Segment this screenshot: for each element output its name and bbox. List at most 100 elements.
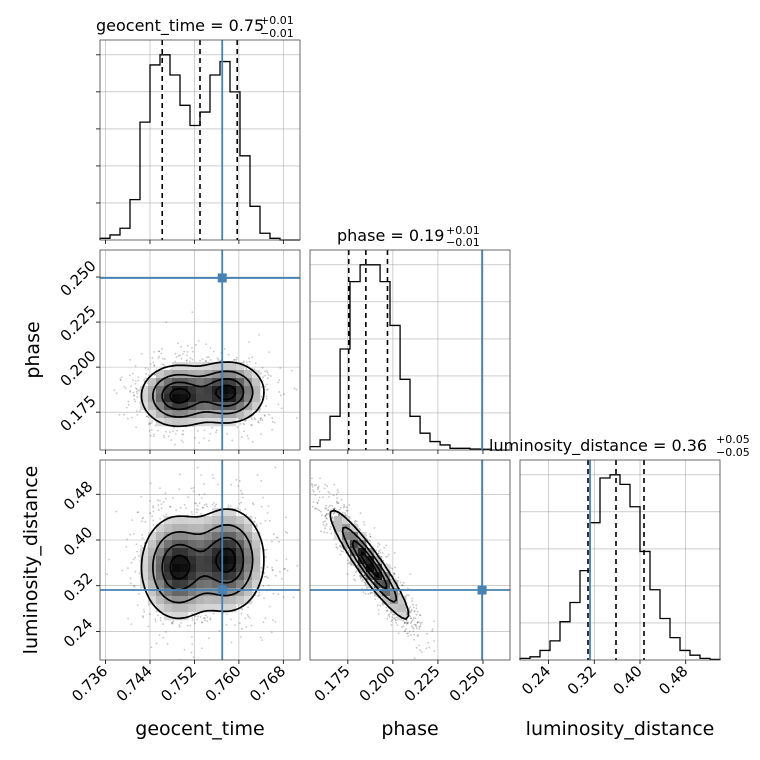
hist-bin-phase-13 xyxy=(440,445,450,450)
xlabel-geocent-time: geocent_time xyxy=(135,718,264,740)
title-phase: phase = 0.19 xyxy=(337,226,444,245)
x-tick-label-geocent_time-4: 0.768 xyxy=(246,662,289,705)
y-tick-label-phase-0: 0.175 xyxy=(57,392,100,435)
joint-frame-1 xyxy=(99,459,301,661)
x-tick-label-phase-0: 0.175 xyxy=(311,662,354,705)
contour-2-1 xyxy=(341,526,398,603)
hist-bin-geocent_time-9 xyxy=(190,126,200,240)
joint-frame-2 xyxy=(309,459,511,661)
contour-0-0 xyxy=(140,361,265,428)
hist-bin-luminosity_distance-12 xyxy=(640,551,650,660)
x-tick-label-luminosity_distance-1: 0.32 xyxy=(564,662,600,698)
contour-2-2 xyxy=(351,539,388,590)
hist-bin-phase-10 xyxy=(410,416,420,450)
hist-bin-luminosity_distance-16 xyxy=(680,650,690,660)
panel-hist-luminosity-distance: 0.24 0.32 0.40 0.48 xyxy=(518,459,721,698)
panel-joint-geocent-time-luminosity-distance: 0.736 0.744 0.752 0.760 0.768 0.24 0.32 0.40 0.4… xyxy=(60,459,301,705)
hist-geocent_time xyxy=(99,54,300,241)
y-tick-label-phase-1: 0.200 xyxy=(57,347,100,390)
panel-joint-phase-luminosity-distance: 0.175 0.200 0.225 0.250 xyxy=(309,459,511,705)
hist-frame-geocent_time xyxy=(99,39,301,241)
hist-bin-geocent_time-11 xyxy=(210,75,220,240)
xlabel-phase: phase xyxy=(381,718,438,740)
x-tick-label-phase-2: 0.225 xyxy=(401,662,444,705)
hist-bin-geocent_time-10 xyxy=(200,112,210,240)
x-tick-label-geocent_time-3: 0.760 xyxy=(202,662,245,705)
x-tick-label-geocent_time-2: 0.752 xyxy=(157,662,200,705)
joint-content-0 xyxy=(100,250,300,450)
hist-bin-luminosity_distance-17 xyxy=(690,655,700,660)
hist-bin-phase-11 xyxy=(420,433,430,450)
contour-2-3 xyxy=(360,551,380,578)
hist-bin-geocent_time-16 xyxy=(260,233,270,240)
hist-bin-geocent_time-2 xyxy=(120,228,130,240)
contour-1-2 xyxy=(161,536,245,591)
hist-phase xyxy=(309,264,510,451)
joint-content-2 xyxy=(310,460,510,660)
y-tick-label-luminosity_distance-3: 0.48 xyxy=(60,478,96,514)
hist-bin-phase-0 xyxy=(310,447,320,450)
truth-marker-0 xyxy=(217,273,227,283)
ylabel-luminosity-distance: luminosity_distance xyxy=(20,466,42,655)
contour-2-0 xyxy=(329,509,410,620)
contour-0-1 xyxy=(152,370,254,418)
hist-bin-luminosity_distance-7 xyxy=(590,523,600,660)
hist-bin-phase-6 xyxy=(370,265,380,450)
hist-bin-phase-7 xyxy=(380,282,390,450)
y-tick-label-phase-2: 0.225 xyxy=(57,302,100,345)
hist-bin-phase-2 xyxy=(330,416,340,450)
x-tick-label-luminosity_distance-2: 0.40 xyxy=(609,662,645,698)
title-geocent-time: geocent_time = 0.75 xyxy=(96,16,264,36)
x-tick-label-phase-1: 0.200 xyxy=(356,662,399,705)
hist-bin-luminosity_distance-13 xyxy=(650,590,660,660)
x-tick-label-geocent_time-0: 0.736 xyxy=(68,662,111,705)
title-luminosity-distance-sub: −0.05 xyxy=(716,446,750,459)
title-luminosity-distance: luminosity_distance = 0.36 xyxy=(489,436,707,456)
x-tick-label-phase-3: 0.250 xyxy=(446,662,489,705)
ylabel-phase: phase xyxy=(22,321,44,378)
hist-bin-phase-4 xyxy=(350,282,360,450)
hist-bin-geocent_time-4 xyxy=(140,122,150,240)
y-tick-label-luminosity_distance-0: 0.24 xyxy=(60,615,96,651)
hist-bin-phase-8 xyxy=(390,325,400,450)
contour-1-3 xyxy=(169,547,237,580)
panel-hist-phase xyxy=(309,249,511,454)
hist-bin-geocent_time-15 xyxy=(250,206,260,240)
truth-marker-2 xyxy=(477,585,487,595)
hist-bin-luminosity_distance-14 xyxy=(660,618,670,660)
hist-bin-luminosity_distance-15 xyxy=(670,638,680,660)
truth-marker-1 xyxy=(217,585,227,595)
joint-frame-0 xyxy=(99,249,301,451)
hist-bin-luminosity_distance-4 xyxy=(560,622,570,660)
contour-0-2 xyxy=(161,378,245,411)
hist-bin-geocent_time-3 xyxy=(130,200,140,240)
hist-bin-phase-9 xyxy=(400,379,410,450)
y-tick-label-phase-3: 0.250 xyxy=(57,257,100,300)
title-geocent-time-sub: −0.01 xyxy=(260,27,294,40)
hist-bin-phase-5 xyxy=(360,265,370,450)
xlabel-luminosity-distance: luminosity_distance xyxy=(526,718,715,740)
joint-content-1 xyxy=(100,460,300,660)
hist-bin-geocent_time-5 xyxy=(150,65,160,240)
hist-bin-geocent_time-7 xyxy=(170,75,180,240)
hist-bin-geocent_time-1 xyxy=(110,235,120,240)
hist-bin-luminosity_distance-3 xyxy=(550,641,560,660)
hist-bin-geocent_time-8 xyxy=(180,105,190,240)
hist-bin-luminosity_distance-10 xyxy=(620,484,630,660)
hist-bin-luminosity_distance-2 xyxy=(540,650,550,660)
hist-bin-geocent_time-14 xyxy=(240,156,250,240)
y-tick-label-luminosity_distance-2: 0.40 xyxy=(60,523,96,559)
hist-bin-luminosity_distance-9 xyxy=(610,475,620,660)
title-luminosity-distance-sup: +0.05 xyxy=(716,433,750,446)
title-phase-sup: +0.01 xyxy=(446,224,480,237)
y-tick-label-luminosity_distance-1: 0.32 xyxy=(60,569,96,605)
title-phase-sub: −0.01 xyxy=(446,236,480,249)
hist-frame-luminosity_distance xyxy=(519,459,721,661)
title-geocent-time-sup: +0.01 xyxy=(260,14,294,27)
x-tick-label-geocent_time-1: 0.744 xyxy=(113,662,156,705)
hist-bin-luminosity_distance-8 xyxy=(600,478,610,660)
hist-bin-luminosity_distance-1 xyxy=(530,657,540,660)
x-tick-label-luminosity_distance-3: 0.48 xyxy=(655,662,691,698)
